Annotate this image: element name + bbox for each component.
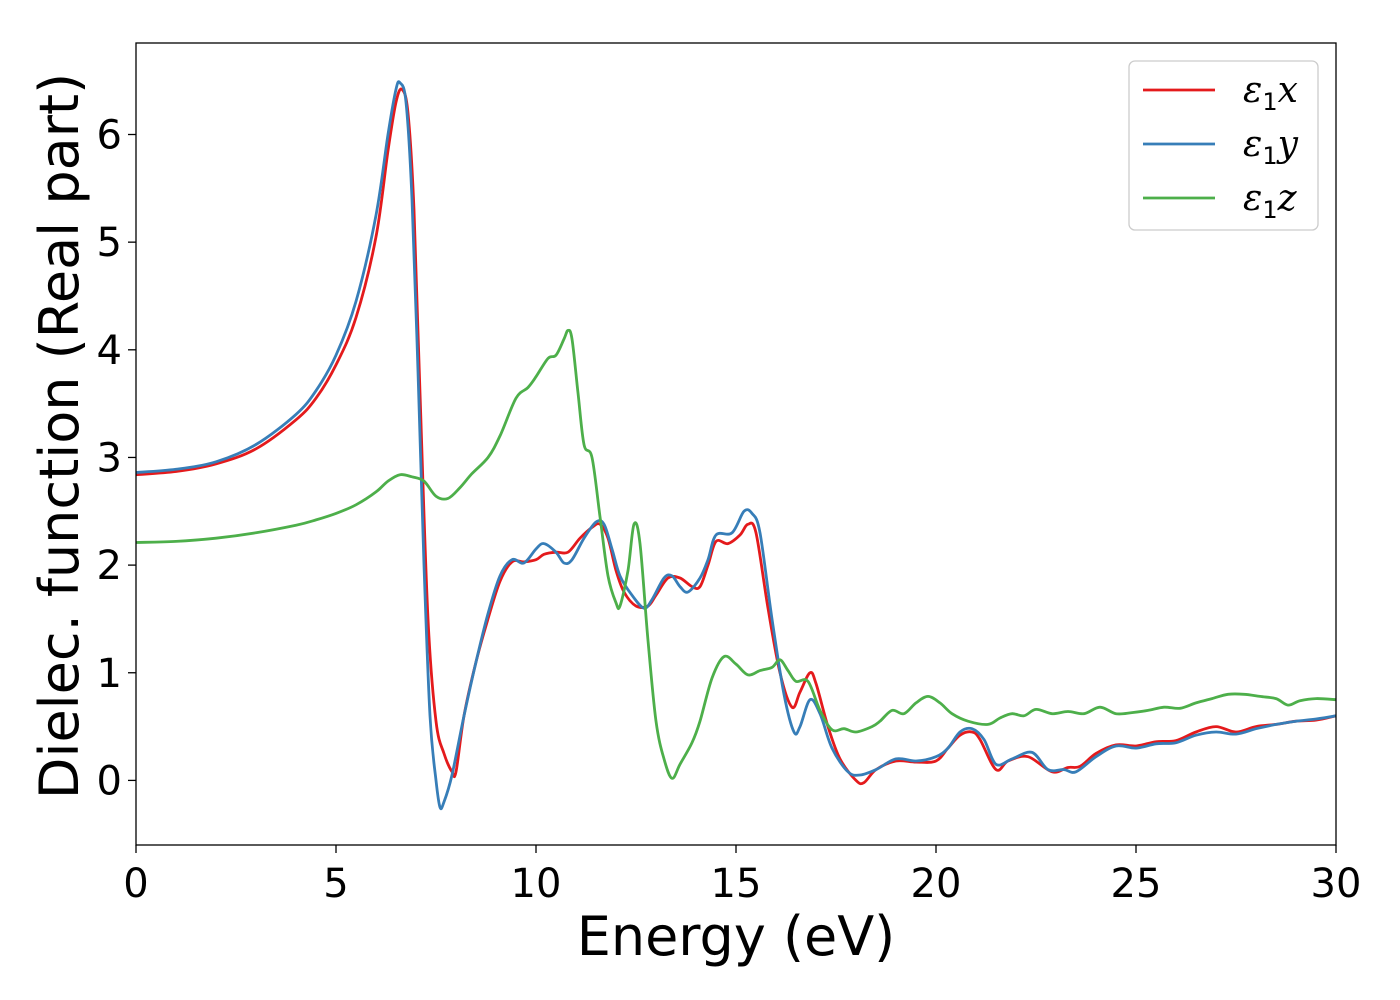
y-tick-label: 3 — [97, 435, 122, 481]
y-axis-title: Dielec. function (Real part) — [28, 73, 91, 799]
series-line-z — [136, 328, 1336, 780]
y-tick-label: 6 — [97, 113, 122, 159]
legend-label: ε1y — [1243, 124, 1299, 170]
legend-box — [1128, 60, 1319, 231]
x-tick-label: 5 — [323, 861, 348, 907]
legend-entry-y: ε1y — [1143, 124, 1299, 170]
x-axis: 0 5 10 15 20 25 30 — [123, 845, 1361, 907]
y-axis: 0 1 2 3 4 5 6 — [97, 113, 136, 804]
legend-label: ε1x — [1243, 70, 1298, 116]
y-tick-label: 0 — [97, 758, 122, 804]
y-tick-label: 4 — [97, 328, 122, 374]
x-axis-title: Energy (eV) — [577, 905, 896, 968]
x-tick-label: 20 — [911, 861, 962, 907]
series-layer — [136, 80, 1336, 811]
y-tick-label: 1 — [97, 651, 122, 697]
x-tick-label: 30 — [1311, 861, 1362, 907]
x-tick-label: 10 — [511, 861, 562, 907]
legend-label: ε1z — [1243, 178, 1298, 224]
legend: ε1x ε1y ε1z — [1128, 60, 1319, 231]
y-tick-label: 2 — [97, 543, 122, 589]
x-tick-label: 0 — [123, 861, 148, 907]
y-tick-label: 5 — [97, 220, 122, 266]
x-tick-label: 25 — [1111, 861, 1162, 907]
legend-entry-z: ε1z — [1143, 178, 1298, 224]
legend-entry-x: ε1x — [1143, 70, 1298, 116]
x-tick-label: 15 — [711, 861, 762, 907]
series-line-y — [136, 80, 1336, 811]
